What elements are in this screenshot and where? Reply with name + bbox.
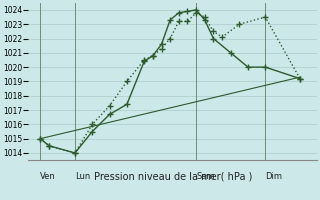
Text: Dim: Dim <box>265 172 282 181</box>
Text: Sam: Sam <box>196 172 215 181</box>
Text: Lun: Lun <box>75 172 90 181</box>
X-axis label: Pression niveau de la mer( hPa ): Pression niveau de la mer( hPa ) <box>93 171 252 181</box>
Text: Ven: Ven <box>40 172 56 181</box>
